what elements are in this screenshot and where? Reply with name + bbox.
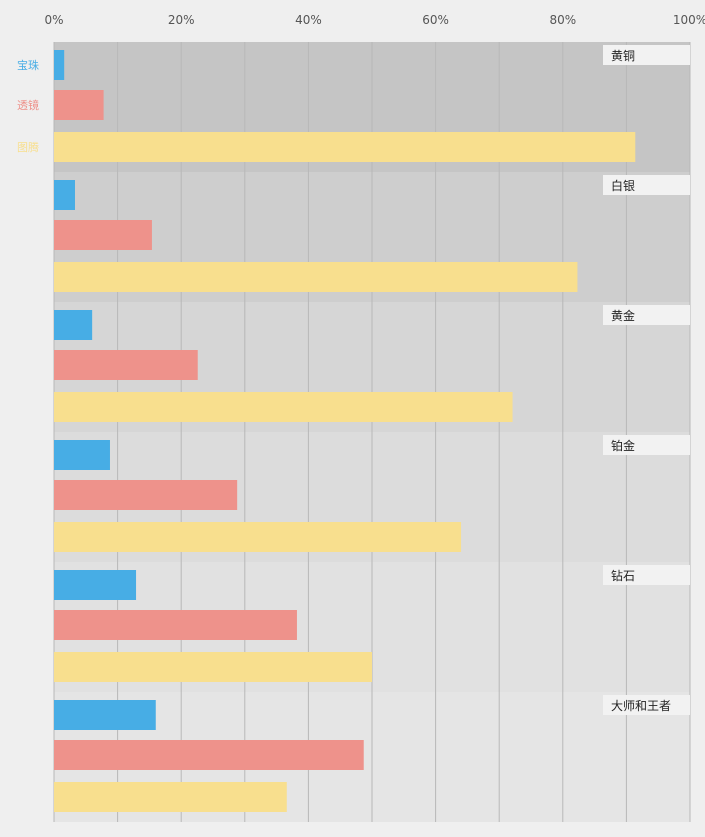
bar [54,700,156,730]
x-tick-label: 0% [44,13,63,27]
category-label: 白银 [611,178,635,193]
bar [54,262,578,292]
bar [54,392,513,422]
category-label-bg [603,695,690,715]
bar [54,570,137,600]
bar [54,740,364,770]
bar [54,652,372,682]
category-label-bg [603,45,690,65]
bar [54,350,198,380]
x-tick-label: 80% [549,13,576,27]
bar [54,50,65,80]
bar [54,132,636,162]
bar [54,310,93,340]
x-tick-label: 100% [673,13,705,27]
x-tick-label: 40% [295,13,322,27]
x-tick-label: 60% [422,13,449,27]
bar [54,220,152,250]
bar [54,180,75,210]
bar [54,440,110,470]
category-label-bg [603,305,690,325]
bar [54,90,104,120]
category-label: 大师和王者 [611,699,671,713]
category-label: 黄金 [611,308,635,323]
category-label-bg [603,435,690,455]
category-label-bg [603,565,690,585]
legend-entry: 图腾 [17,140,39,154]
bar [54,782,287,812]
category-label: 黄铜 [611,48,635,63]
bar [54,610,297,640]
bar [54,522,462,552]
legend-entry: 宝珠 [17,58,39,72]
category-label: 钻石 [611,568,635,583]
x-tick-label: 20% [168,13,195,27]
bar [54,480,238,510]
legend-entry: 透镜 [17,98,39,112]
category-label: 铂金 [611,438,635,453]
category-label-bg [603,175,690,195]
